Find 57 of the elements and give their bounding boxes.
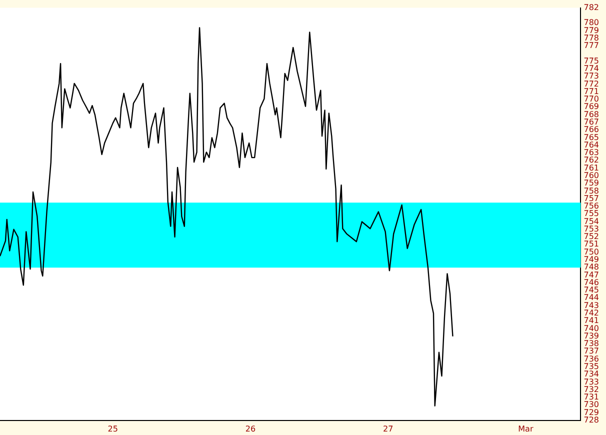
x-tick-label: 25 [108, 424, 118, 434]
y-tick-label: 763 [584, 148, 600, 158]
y-tick-label: 737 [584, 346, 600, 356]
y-tick-label: 745 [584, 286, 600, 295]
x-tick-label: Mar [518, 424, 534, 434]
y-tick-label: 736 [584, 354, 600, 364]
x-tick-label: 26 [245, 424, 256, 434]
y-tick-label: 774 [584, 64, 600, 74]
y-tick-label: 773 [584, 72, 600, 81]
y-tick-label: 738 [584, 339, 600, 348]
y-tick-label: 769 [584, 102, 600, 112]
y-tick-label: 749 [584, 255, 600, 264]
y-tick-label: 770 [584, 94, 600, 104]
y-tick-label: 779 [584, 26, 600, 35]
y-tick-label: 753 [584, 224, 600, 234]
y-tick-label: 762 [584, 156, 600, 165]
y-tick-label: 757 [584, 194, 600, 203]
y-tick-label: 777 [584, 41, 600, 50]
y-tick-label: 756 [584, 202, 600, 211]
y-tick-label: 754 [584, 216, 600, 226]
y-tick-label: 746 [584, 278, 600, 287]
y-tick-label: 740 [584, 324, 600, 333]
y-tick-label: 747 [584, 270, 600, 280]
y-tick-label: 772 [584, 79, 600, 88]
y-tick-label: 771 [584, 86, 600, 96]
y-tick-label: 744 [584, 293, 600, 302]
y-tick-label: 780 [584, 18, 600, 28]
y-tick-label: 739 [584, 331, 600, 340]
y-tick-label: 758 [584, 186, 600, 196]
y-tick-label: 743 [584, 300, 600, 310]
y-tick-label: 767 [584, 117, 600, 126]
y-tick-label: 732 [584, 384, 600, 394]
y-tick-label: 775 [584, 56, 600, 66]
y-tick-label: 729 [584, 408, 600, 417]
y-tick-label: 765 [584, 132, 600, 142]
y-tick-label: 733 [584, 377, 600, 386]
y-tick-label: 761 [584, 163, 600, 172]
y-tick-label: 734 [584, 370, 600, 379]
y-tick-label: 735 [584, 362, 600, 371]
y-tick-label: 728 [584, 415, 600, 424]
y-tick-label: 759 [584, 178, 600, 188]
x-tick-label: 27 [382, 424, 394, 434]
y-tick-label: 748 [584, 262, 600, 272]
y-tick-label: 778 [584, 33, 600, 42]
y-tick-label: 750 [584, 247, 600, 256]
y-tick-label: 755 [584, 209, 600, 218]
y-tick-label: 764 [584, 140, 600, 150]
y-tick-label: 742 [584, 308, 600, 318]
y-tick-label: 782 [584, 2, 600, 12]
y-tick-label: 741 [584, 316, 600, 326]
y-tick-label: 760 [584, 170, 600, 180]
y-tick-label: 752 [584, 232, 600, 242]
y-tick-label: 731 [584, 392, 600, 402]
y-tick-label: 751 [584, 240, 600, 249]
y-tick-label: 768 [584, 110, 600, 119]
y-tick-label: 766 [584, 125, 600, 134]
y-tick-label: 730 [584, 400, 600, 410]
